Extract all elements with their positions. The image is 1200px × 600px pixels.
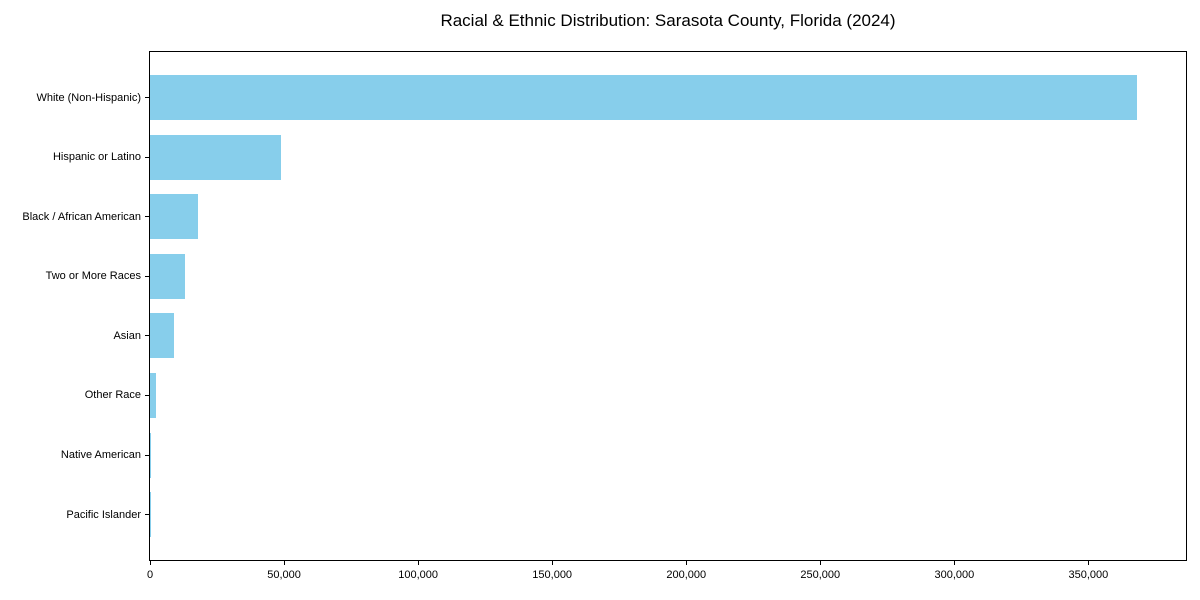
y-axis-tick-hispanic-or-latino: [145, 156, 149, 158]
x-axis-label-50000: 50,000: [267, 569, 301, 581]
chart-title: Racial & Ethnic Distribution: Sarasota C…: [440, 11, 896, 30]
x-axis-tick-100000: [417, 561, 419, 565]
x-axis-tick-0: [149, 561, 151, 565]
bar-white-non-hispanic: [150, 75, 1137, 121]
bar-native-american: [150, 432, 152, 478]
y-axis-tick-black-african-american: [145, 216, 149, 218]
y-axis-label-hispanic-or-latino: Hispanic or Latino: [52, 151, 141, 164]
y-axis-label-pacific-islander: Pacific Islander: [66, 508, 141, 521]
plot-area: White (Non-Hispanic) Hispanic or Latino Bl…: [22, 51, 1187, 581]
y-axis-label-other-race: Other Race: [84, 389, 141, 402]
y-axis-label-two-or-more-races: Two or More Races: [45, 270, 141, 283]
y-axis-tick-asian: [145, 335, 149, 337]
y-axis-label-black-african-american: Black / African American: [22, 210, 141, 223]
bar-asian: [150, 313, 174, 359]
x-axis-tick-250000: [819, 561, 821, 565]
x-axis-tick-150000: [551, 561, 553, 565]
y-axis-tick-other-race: [145, 394, 149, 396]
x-axis-label-150000: 150,000: [532, 569, 573, 581]
y-axis-tick-pacific-islander: [145, 514, 149, 516]
x-axis-tick-300000: [953, 561, 955, 565]
x-axis-tick-350000: [1087, 561, 1089, 565]
bar-two-or-more-races: [150, 253, 186, 299]
x-axis-label-300000: 300,000: [934, 569, 975, 581]
x-axis-label-350000: 350,000: [1068, 569, 1109, 581]
y-axis-tick-white-non-hispanic: [145, 97, 149, 99]
x-axis-tick-200000: [685, 561, 687, 565]
y-axis-tick-two-or-more-races: [145, 275, 149, 277]
y-axis-label-white-non-hispanic: White (Non-Hispanic): [36, 91, 141, 104]
x-axis-label-200000: 200,000: [666, 569, 707, 581]
bar-black-african-american: [150, 194, 198, 240]
y-axis-label-native-american: Native American: [60, 449, 141, 461]
bar-hispanic-or-latino: [150, 134, 281, 180]
x-axis-label-0: 0: [146, 569, 154, 581]
bar-other-race: [150, 372, 157, 418]
x-axis-label-100000: 100,000: [398, 569, 438, 581]
y-axis-tick-native-american: [145, 454, 149, 456]
x-axis-tick-50000: [283, 561, 285, 565]
y-axis-label-asian: Asian: [113, 329, 141, 342]
x-axis-label-250000: 250,000: [800, 569, 841, 581]
